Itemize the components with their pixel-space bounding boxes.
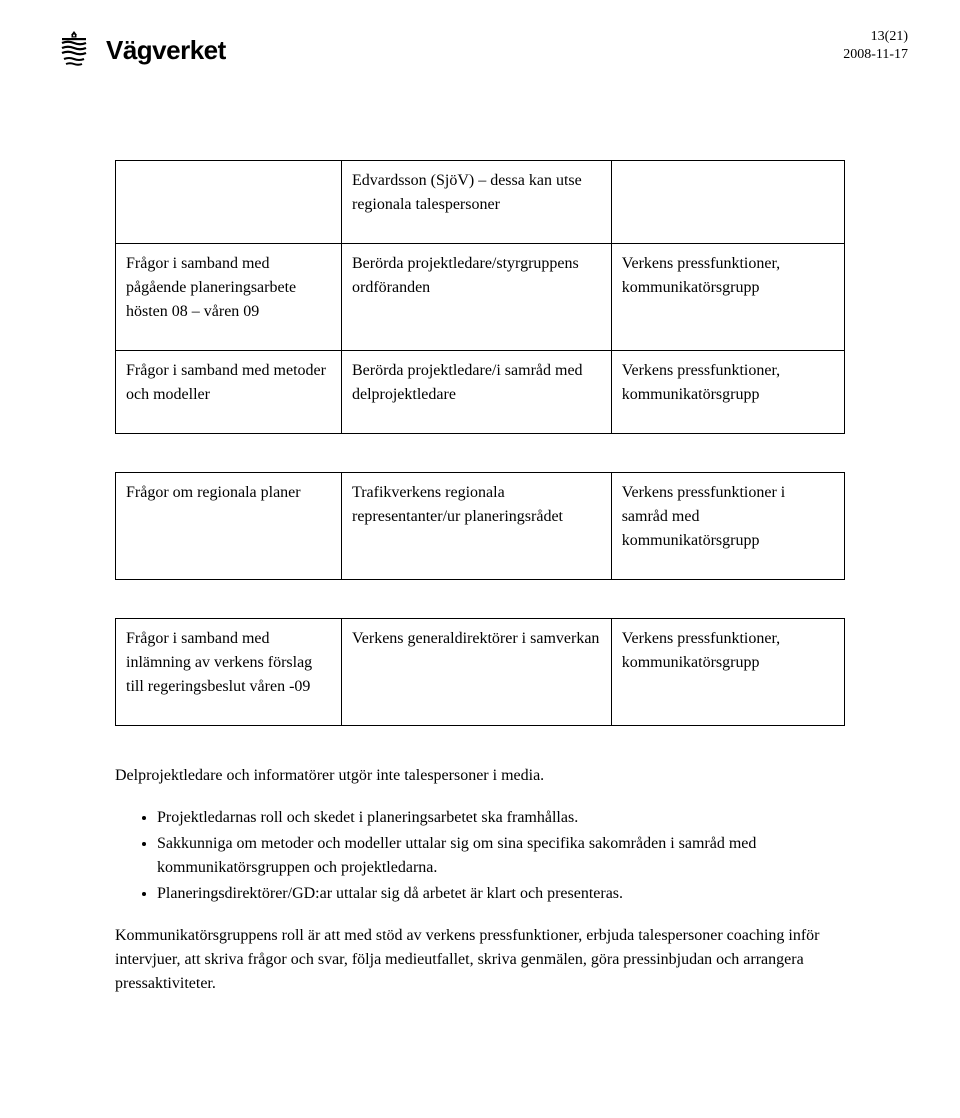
bullet-list: Projektledarnas roll och skedet i planer… [115, 806, 845, 906]
cell: Verkens generaldirektörer i samverkan [341, 619, 611, 726]
intro-paragraph: Delprojektledare och informatörer utgör … [115, 764, 845, 788]
cell: Edvardsson (SjöV) – dessa kan utse regio… [341, 161, 611, 244]
table-2: Frågor om regionala planer Trafikverkens… [115, 472, 845, 580]
cell: Frågor i samband med pågående planerings… [116, 244, 342, 351]
list-item: Sakkunniga om metoder och modeller uttal… [157, 832, 845, 880]
table-row: Frågor i samband med pågående planerings… [116, 244, 845, 351]
cell [116, 161, 342, 244]
page-date: 2008-11-17 [843, 46, 908, 64]
table-row: Frågor i samband med metoder och modelle… [116, 351, 845, 434]
table-row: Edvardsson (SjöV) – dessa kan utse regio… [116, 161, 845, 244]
cell: Frågor i samband med inlämning av verken… [116, 619, 342, 726]
main-content: Edvardsson (SjöV) – dessa kan utse regio… [115, 160, 845, 1014]
list-item: Projektledarnas roll och skedet i planer… [157, 806, 845, 830]
cell: Trafikverkens regionala representanter/u… [341, 473, 611, 580]
logo-area: Vägverket [52, 28, 226, 72]
cell: Berörda projektledare/i samråd med delpr… [341, 351, 611, 434]
cell: Verkens pressfunktioner i samråd med kom… [611, 473, 844, 580]
table-row: Frågor om regionala planer Trafikverkens… [116, 473, 845, 580]
list-item: Planeringsdirektörer/GD:ar uttalar sig d… [157, 882, 845, 906]
body-text: Delprojektledare och informatörer utgör … [115, 764, 845, 996]
page-header: Vägverket 13(21) 2008-11-17 [52, 28, 908, 72]
brand-name: Vägverket [106, 35, 226, 66]
cell: Frågor om regionala planer [116, 473, 342, 580]
table-1: Edvardsson (SjöV) – dessa kan utse regio… [115, 160, 845, 434]
page-meta: 13(21) 2008-11-17 [843, 28, 908, 64]
cell: Berörda projektledare/styrgruppens ordfö… [341, 244, 611, 351]
vagverket-logo-icon [52, 28, 96, 72]
table-3: Frågor i samband med inlämning av verken… [115, 618, 845, 726]
cell: Verkens pressfunktioner, kommunikatörsgr… [611, 351, 844, 434]
page-number: 13(21) [843, 28, 908, 46]
closing-paragraph: Kommunikatörsgruppens roll är att med st… [115, 924, 845, 996]
cell [611, 161, 844, 244]
cell: Frågor i samband med metoder och modelle… [116, 351, 342, 434]
cell: Verkens pressfunktioner, kommunikatörsgr… [611, 619, 844, 726]
table-row: Frågor i samband med inlämning av verken… [116, 619, 845, 726]
cell: Verkens pressfunktioner, kommunikatörsgr… [611, 244, 844, 351]
